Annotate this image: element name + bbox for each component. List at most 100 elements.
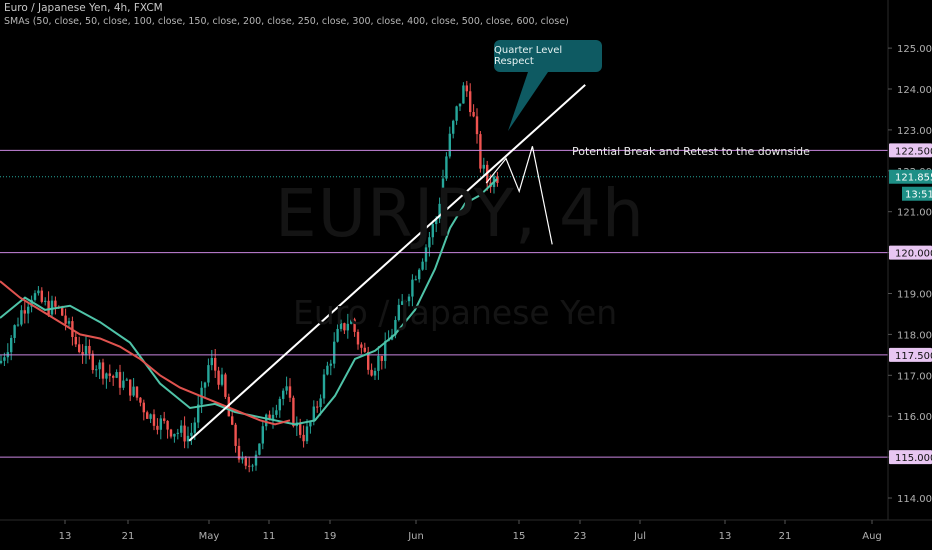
candle-body (81, 352, 84, 356)
candle-body (122, 380, 125, 388)
level-badge (889, 245, 932, 260)
level-badge (889, 347, 932, 362)
candle-body (305, 426, 309, 442)
candle-body (231, 416, 234, 425)
trendline-layer (188, 72, 586, 442)
candle-body (13, 325, 16, 338)
candle-body (441, 178, 445, 204)
y-tick-label: 124.000 (897, 85, 932, 96)
candle-body (244, 457, 247, 466)
candle-body (465, 85, 468, 92)
candle-body (258, 443, 261, 455)
projection-annotation[interactable]: Potential Break and Retest to the downsi… (572, 145, 810, 158)
x-tick-label: 21 (779, 531, 792, 542)
candle-body (353, 319, 356, 332)
candle-body (210, 358, 213, 366)
candle-body (377, 355, 380, 371)
candle-body (207, 365, 210, 383)
candle-body (173, 433, 176, 437)
candle-body (190, 432, 193, 436)
candle-body (20, 310, 23, 325)
callout-label[interactable]: Quarter Level Respect (494, 40, 602, 72)
candle-body (115, 372, 118, 378)
candle-body (125, 379, 128, 381)
watermark-name: Euro / Japanese Yen (293, 293, 618, 332)
candle-body (108, 373, 111, 376)
candle-body (319, 398, 322, 408)
x-tick-label: 11 (263, 531, 276, 542)
watermark-ticker: EURJPY, 4h (275, 175, 645, 252)
candle-body (278, 398, 281, 411)
candle-body (234, 424, 237, 446)
candle-body (251, 465, 254, 467)
x-tick-label: 19 (324, 531, 337, 542)
y-tick-label: 118.000 (897, 330, 932, 341)
candle-body (312, 406, 315, 422)
countdown-label: 13:51 (905, 190, 932, 201)
candle-body (482, 164, 485, 169)
candle-body (248, 465, 251, 467)
candle-body (414, 279, 417, 281)
candle-body (149, 414, 152, 419)
candle-body (479, 134, 482, 169)
candle-body (268, 414, 271, 421)
candle-body (27, 306, 30, 314)
candle-body (356, 331, 360, 345)
candle-body (142, 402, 145, 413)
indicator-legend[interactable]: SMAs (50, close, 50, close, 100, close, … (4, 16, 569, 27)
candle-body (78, 344, 81, 353)
candle-body (343, 323, 346, 331)
candle-body (159, 418, 162, 430)
x-tick-label: Aug (862, 531, 882, 542)
candle-body (3, 357, 6, 361)
candle-body (326, 365, 329, 375)
candle-body (462, 85, 465, 104)
candle-body (458, 103, 462, 107)
candle-body (33, 293, 37, 300)
candle-body (54, 300, 57, 307)
candle-body (146, 412, 149, 419)
candle-body (186, 435, 190, 442)
candle-body (428, 237, 431, 248)
candle-body (346, 323, 349, 331)
candle-body (384, 341, 387, 361)
candle-body (30, 299, 33, 307)
candle-body (299, 422, 302, 435)
candle-body (217, 370, 220, 385)
candle-body (203, 382, 207, 388)
candle-body (91, 353, 94, 370)
x-tick-label: 23 (574, 531, 587, 542)
sma-line-2 (0, 280, 291, 426)
candle-body (370, 369, 373, 376)
current-price-label: 121.855 (895, 173, 932, 184)
candle-body (105, 373, 108, 379)
candle-body (197, 404, 200, 423)
callout-pointer (508, 72, 548, 131)
candle-body (101, 362, 105, 379)
candle-body (50, 300, 54, 315)
candle-body (40, 290, 43, 302)
candle-body (411, 279, 414, 297)
candle-body (407, 296, 411, 302)
candle-body (404, 301, 407, 303)
y-tick-label: 123.000 (897, 126, 932, 137)
candle-body (380, 355, 383, 361)
candle-body (448, 133, 451, 157)
x-tick-label: 15 (513, 531, 526, 542)
candle-body (0, 360, 3, 364)
candle-body (214, 358, 217, 371)
candle-body (61, 306, 64, 316)
y-tick-label: 119.000 (897, 290, 932, 301)
candle-body (237, 445, 241, 460)
candle-body (271, 414, 275, 421)
candle-body (163, 418, 166, 421)
candle-body (98, 362, 101, 370)
candle-body (285, 386, 288, 391)
candle-body (288, 386, 292, 398)
level-badge (889, 450, 932, 465)
candle-body (438, 203, 441, 219)
candle-body (37, 290, 40, 294)
candle-body (166, 420, 169, 430)
countdown-badge (902, 186, 932, 201)
